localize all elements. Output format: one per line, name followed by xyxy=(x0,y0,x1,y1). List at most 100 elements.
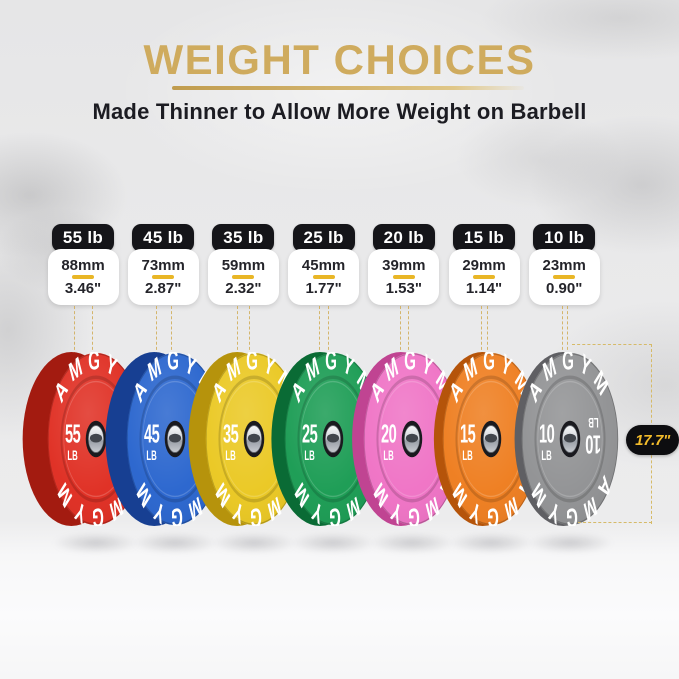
weight-badge-label: 15 lb xyxy=(463,228,505,247)
plate-weight-unit: LB xyxy=(67,449,77,464)
spec-column-45lb: 45 lb 73mm 2.87" xyxy=(127,224,199,305)
weight-badge: 10 lb xyxy=(533,224,596,252)
spec-column-20lb: 20 lb 39mm 1.53" xyxy=(368,224,440,305)
thickness-inch: 2.32" xyxy=(225,279,262,297)
thickness-mm: 39mm xyxy=(382,257,426,275)
plate-weight-number: 15 xyxy=(460,420,476,448)
weight-badge: 35 lb xyxy=(212,224,275,252)
spec-column-35lb: 35 lb 59mm 2.32" xyxy=(207,224,279,305)
thickness-marker-dash xyxy=(170,306,172,355)
thickness-marker-dash xyxy=(407,306,409,355)
thickness-mm: 23mm xyxy=(542,257,586,275)
spec-column-15lb: 15 lb 29mm 1.14" xyxy=(448,224,520,305)
thickness-card: 39mm 1.53" xyxy=(368,249,440,305)
thickness-card: 45mm 1.77" xyxy=(288,249,360,305)
hub-bore-hole xyxy=(247,433,261,443)
gold-divider xyxy=(152,275,175,279)
thickness-marker-dash xyxy=(155,306,157,355)
thickness-marker-dash xyxy=(237,306,239,355)
weight-badge-label: 10 lb xyxy=(544,228,585,247)
thickness-inch: 1.14" xyxy=(465,279,503,297)
weight-badge-label: 25 lb xyxy=(303,228,344,247)
thickness-inch: 1.77" xyxy=(305,279,342,297)
weight-badge: 20 lb xyxy=(372,224,435,252)
plate-weight-unit: LB xyxy=(304,449,314,464)
thickness-marker-dash xyxy=(249,306,251,355)
plate-weight-number: 45 xyxy=(144,420,160,448)
weight-badge-label: 55 lb xyxy=(62,228,104,247)
thickness-marker-dash xyxy=(561,306,563,355)
plate-reflection xyxy=(41,530,151,556)
thickness-inch: 1.53" xyxy=(385,279,422,297)
page-title: WEIGHT CHOICES xyxy=(143,36,536,83)
plate-reflection xyxy=(199,530,309,556)
hub-bore-hole xyxy=(326,433,340,443)
hub-bore-hole xyxy=(563,433,577,443)
spec-column-55lb: 55 lb 88mm 3.46" xyxy=(47,224,119,305)
weight-badge: 55 lb xyxy=(52,224,114,252)
page-subtitle: Made Thinner to Allow More Weight on Bar… xyxy=(92,99,587,125)
thickness-inch: 3.46" xyxy=(64,279,102,297)
weight-badge: 45 lb xyxy=(132,224,195,252)
weight-badge: 25 lb xyxy=(292,224,355,252)
thickness-mm: 29mm xyxy=(462,257,506,275)
thickness-marker-dash xyxy=(566,306,568,355)
spec-column-10lb: 10 lb 23mm 0.90" xyxy=(528,224,600,305)
thickness-mm: 88mm xyxy=(61,257,105,275)
plate-weight-unit: LB xyxy=(383,449,393,464)
plate-reflection xyxy=(515,530,625,556)
thickness-marker-dash xyxy=(481,306,482,355)
thickness-mm: 45mm xyxy=(301,257,346,275)
bumper-plate-15lb: AMGYMAMGYM15LB xyxy=(433,352,540,526)
plate-weight-unit: LB xyxy=(588,414,598,429)
thickness-inch: 0.90" xyxy=(546,279,583,297)
thickness-card: 59mm 2.32" xyxy=(207,249,279,305)
plate-weight-number: 20 xyxy=(381,420,396,448)
thickness-marker-dash xyxy=(399,306,401,355)
plate-weight-unit: LB xyxy=(541,449,551,464)
title-underline xyxy=(171,86,524,91)
thickness-inch: 2.87" xyxy=(145,279,182,297)
gold-divider xyxy=(392,275,415,279)
thickness-marker-dash xyxy=(328,306,330,355)
plate-reflection xyxy=(120,530,230,556)
hub-bore-hole xyxy=(168,433,182,443)
weight-badge-label: 45 lb xyxy=(143,228,184,247)
floor-background xyxy=(0,520,679,679)
thickness-marker-dash xyxy=(74,306,75,355)
bumper-plate-35lb: AMGYMAMGYM35LB xyxy=(188,352,303,526)
gold-divider xyxy=(232,275,255,279)
plate-reflection xyxy=(278,530,388,556)
gold-divider xyxy=(312,275,335,279)
thickness-card: 73mm 2.87" xyxy=(127,249,199,305)
plate-weight-unit: LB xyxy=(146,449,156,464)
plate-weight-unit: LB xyxy=(225,449,235,464)
plate-weight-number: 10 xyxy=(586,429,601,457)
plate-weight-number: 55 xyxy=(65,420,81,448)
gold-divider xyxy=(473,275,495,279)
thickness-card: 23mm 0.90" xyxy=(528,249,600,305)
plate-reflection xyxy=(436,530,546,556)
gold-divider xyxy=(72,275,94,279)
plate-weight-number: 10 xyxy=(539,420,554,448)
bumper-plate-25lb: AMGYMAMGYM25LB xyxy=(271,352,382,526)
thickness-marker-dash xyxy=(487,306,488,355)
bumper-plate-10lb: AMGYM AMGYM 10 LB 10 LB xyxy=(514,352,619,526)
hub-bore-hole xyxy=(484,433,498,443)
hub-bore-hole xyxy=(89,433,103,443)
plate-face: AMGYMAMGYM20LB xyxy=(363,352,461,526)
thickness-card: 29mm 1.14" xyxy=(448,249,520,305)
hub-bore-hole xyxy=(405,433,419,443)
plate-face: AMGYMAMGYM25LB xyxy=(284,352,382,526)
weight-badge-label: 20 lb xyxy=(383,228,424,247)
plate-face: AMGYMAMGYM15LB xyxy=(442,352,540,526)
plate-weight-number: 35 xyxy=(223,420,239,448)
thickness-mm: 59mm xyxy=(221,257,266,275)
weight-badge: 15 lb xyxy=(453,224,515,252)
gold-divider xyxy=(553,275,576,279)
spec-column-25lb: 25 lb 45mm 1.77" xyxy=(288,224,360,305)
header: WEIGHT CHOICES Made Thinner to Allow Mor… xyxy=(0,36,679,125)
